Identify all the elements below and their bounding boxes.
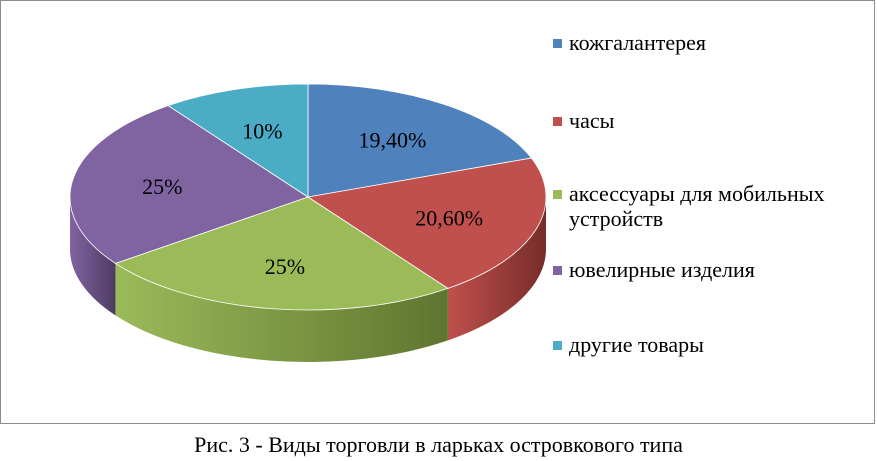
pie-chart: 19,40% 20,60% 25% 25% 10% (69, 83, 547, 362)
pie-slice-mobile-accessories (114, 196, 449, 311)
pie-slice-watches (306, 157, 547, 289)
legend-label: ювелирные изделия (569, 257, 755, 282)
legend-swatch (553, 117, 562, 126)
legend-swatch (553, 39, 562, 48)
data-label-mobile-accessories: 25% (265, 254, 305, 279)
pie-side-jewelry (70, 197, 116, 316)
data-label-watches: 20,60% (415, 205, 483, 230)
legend-label: часы (569, 108, 615, 133)
figure-caption: Рис. 3 - Виды торговли в ларьках островк… (194, 432, 683, 457)
data-label-jewelry: 25% (142, 174, 182, 199)
pie-slices (69, 83, 547, 311)
pie-slice-leather-goods (307, 83, 533, 198)
pie-side-walls (70, 197, 546, 362)
data-label-leather-goods: 19,40% (359, 128, 427, 153)
legend-label: кожгалантерея (569, 30, 706, 55)
pie-side-watches (447, 197, 546, 341)
pie-slice-other-goods (167, 83, 309, 198)
legend-swatch (553, 341, 562, 350)
pie-side-mobile-accessories (115, 263, 448, 362)
data-label-other-goods: 10% (242, 118, 282, 143)
legend-label: другие товары (569, 332, 704, 357)
legend-swatch (553, 266, 562, 275)
legend-swatch (553, 190, 562, 199)
pie-slice-jewelry (69, 105, 309, 264)
legend-label: аксессуары для мобильных устройств (569, 181, 825, 231)
